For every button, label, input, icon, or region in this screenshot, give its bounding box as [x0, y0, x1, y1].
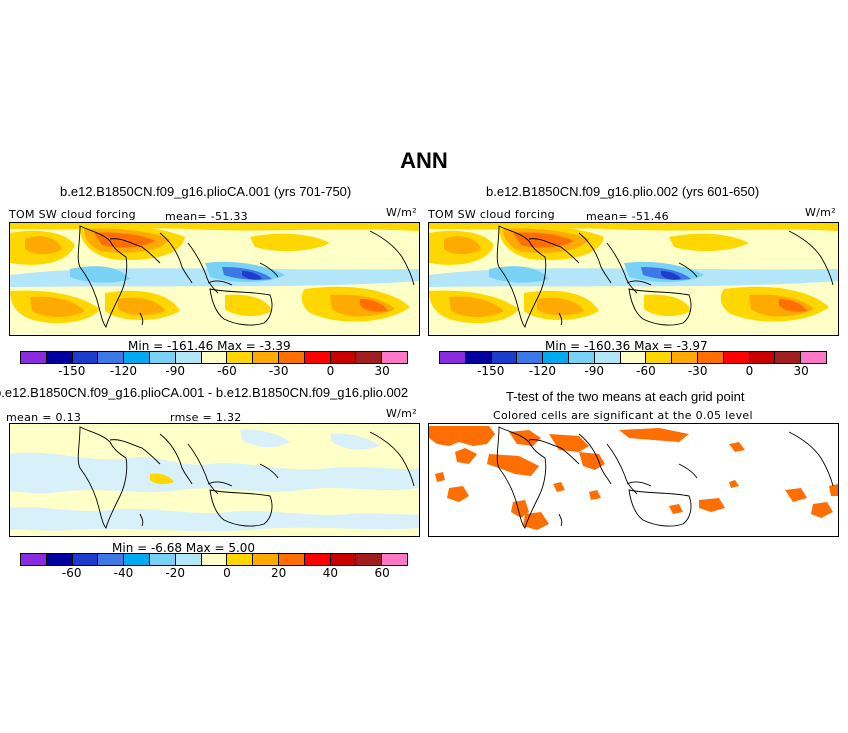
colorbar-3-swatch-14 — [382, 554, 407, 565]
panel-2-mean: mean= -51.46 — [586, 210, 669, 223]
panel-1-title: b.e12.B1850CN.f09_g16.plioCA.001 (yrs 70… — [60, 184, 352, 199]
colorbar-3-swatch-2 — [72, 554, 99, 565]
colorbar-2-swatch-3 — [517, 352, 544, 363]
colorbar-1-swatch-9 — [253, 352, 279, 363]
colorbar-2-swatch-4 — [543, 352, 569, 363]
map-panel-3 — [9, 423, 420, 537]
colorbar-3-tick-label: 60 — [374, 566, 390, 580]
panel-3-rmse: rmse = 1.32 — [170, 411, 242, 424]
colorbar-3-swatch-5 — [149, 554, 176, 565]
panel-1-variable: TOM SW cloud forcing — [9, 208, 136, 221]
colorbar-2-tick-label: -120 — [528, 364, 557, 378]
colorbar-3-swatch-1 — [46, 554, 73, 565]
figure-title: ANN — [400, 148, 448, 173]
colorbar-1-tick-label: 30 — [374, 364, 390, 378]
colorbar-3-tick-label: 0 — [223, 566, 231, 580]
colorbar-2-swatch-5 — [568, 352, 595, 363]
panel-2-units: W/m² — [805, 206, 836, 219]
colorbar-2-tick-label: -90 — [584, 364, 604, 378]
panel-4-title: T-test of the two means at each grid poi… — [506, 389, 745, 404]
panel-1-minmax: Min = -161.46 Max = -3.39 — [128, 339, 291, 353]
colorbar-3-swatch-6 — [175, 554, 202, 565]
colorbar-2-swatch-0 — [440, 352, 466, 363]
colorbar-2-tick-label: 30 — [793, 364, 809, 378]
colorbar-1-swatch-3 — [98, 352, 125, 363]
panel-3-minmax: Min = -6.68 Max = 5.00 — [112, 541, 256, 555]
colorbar-3-tick-label: -40 — [113, 566, 134, 580]
field-map-1 — [10, 223, 419, 335]
colorbar-2-swatch-9 — [672, 352, 698, 363]
panel-3-units: W/m² — [386, 407, 417, 420]
panel-1-mean: mean= -51.33 — [165, 210, 248, 223]
panel-2-minmax: Min = -160.36 Max = -3.97 — [545, 339, 708, 353]
colorbar-2-tick-label: -60 — [636, 364, 656, 378]
colorbar-3-tick-label: 40 — [322, 566, 339, 580]
colorbar-2 — [439, 351, 827, 364]
significance-map — [429, 424, 838, 536]
colorbar-2-swatch-10 — [697, 352, 724, 363]
panel-3-mean: mean = 0.13 — [6, 411, 82, 424]
colorbar-2-swatch-11 — [723, 352, 750, 363]
colorbar-3-swatch-3 — [98, 554, 125, 565]
map-panel-1 — [9, 222, 420, 336]
panel-4-subtitle: Colored cells are significant at the 0.0… — [493, 409, 753, 422]
colorbar-1-tick-label: -90 — [165, 364, 185, 378]
colorbar-1-swatch-0 — [21, 352, 47, 363]
field-map-2 — [429, 223, 838, 335]
colorbar-1-swatch-1 — [46, 352, 73, 363]
difference-map — [10, 424, 419, 536]
colorbar-1-swatch-4 — [124, 352, 150, 363]
colorbar-2-tick-label: -30 — [687, 364, 708, 378]
colorbar-1-swatch-13 — [356, 352, 383, 363]
colorbar-2-swatch-8 — [646, 352, 673, 363]
map-panel-2 — [428, 222, 839, 336]
colorbar-2-swatch-12 — [749, 352, 776, 363]
colorbar-2-ticks: -150 -120 -90 -60 -30 0 30 — [439, 364, 827, 378]
colorbar-1-swatch-10 — [278, 352, 305, 363]
colorbar-3-tick-label: -20 — [165, 566, 185, 580]
colorbar-3-swatch-13 — [356, 554, 383, 565]
colorbar-2-swatch-7 — [620, 352, 647, 363]
colorbar-1-swatch-14 — [382, 352, 407, 363]
colorbar-2-swatch-13 — [775, 352, 802, 363]
colorbar-3-tick-label: 20 — [271, 566, 287, 580]
colorbar-2-swatch-6 — [594, 352, 621, 363]
colorbar-3 — [20, 553, 408, 566]
colorbar-1 — [20, 351, 408, 364]
colorbar-3-swatch-8 — [227, 554, 254, 565]
colorbar-2-swatch-14 — [801, 352, 826, 363]
colorbar-1-swatch-5 — [149, 352, 176, 363]
colorbar-2-tick-label: 0 — [745, 364, 754, 378]
colorbar-1-swatch-6 — [175, 352, 202, 363]
colorbar-1-tick-label: 0 — [326, 364, 335, 378]
colorbar-3-swatch-4 — [124, 554, 150, 565]
colorbar-1-tick-label: -30 — [268, 364, 289, 378]
colorbar-3-swatch-9 — [253, 554, 279, 565]
colorbar-1-ticks: -150 -120 -90 -60 -30 0 30 — [20, 364, 408, 378]
colorbar-3-swatch-10 — [278, 554, 305, 565]
colorbar-1-tick-label: -150 — [58, 364, 86, 378]
panel-1-units: W/m² — [386, 206, 417, 219]
panel-3-title: b.e12.B1850CN.f09_g16.plioCA.001 - b.e12… — [0, 385, 409, 400]
panel-2-title: b.e12.B1850CN.f09_g16.plio.002 (yrs 601-… — [486, 184, 760, 199]
colorbar-2-swatch-1 — [465, 352, 492, 363]
colorbar-2-tick-label: -150 — [477, 364, 505, 378]
colorbar-3-tick-label: -60 — [61, 566, 82, 580]
colorbar-2-swatch-2 — [491, 352, 518, 363]
colorbar-1-swatch-7 — [201, 352, 228, 363]
colorbar-1-tick-label: -120 — [109, 364, 138, 378]
colorbar-3-swatch-0 — [21, 554, 47, 565]
colorbar-3-swatch-12 — [330, 554, 357, 565]
colorbar-1-swatch-8 — [227, 352, 254, 363]
colorbar-1-swatch-2 — [72, 352, 99, 363]
colorbar-1-tick-label: -60 — [217, 364, 237, 378]
colorbar-1-swatch-12 — [330, 352, 357, 363]
panel-2-variable: TOM SW cloud forcing — [428, 208, 555, 221]
map-panel-4 — [428, 423, 839, 537]
colorbar-3-swatch-11 — [304, 554, 331, 565]
colorbar-1-swatch-11 — [304, 352, 331, 363]
colorbar-3-ticks: -60 -40 -20 0 20 40 60 — [20, 566, 408, 580]
colorbar-3-swatch-7 — [201, 554, 228, 565]
